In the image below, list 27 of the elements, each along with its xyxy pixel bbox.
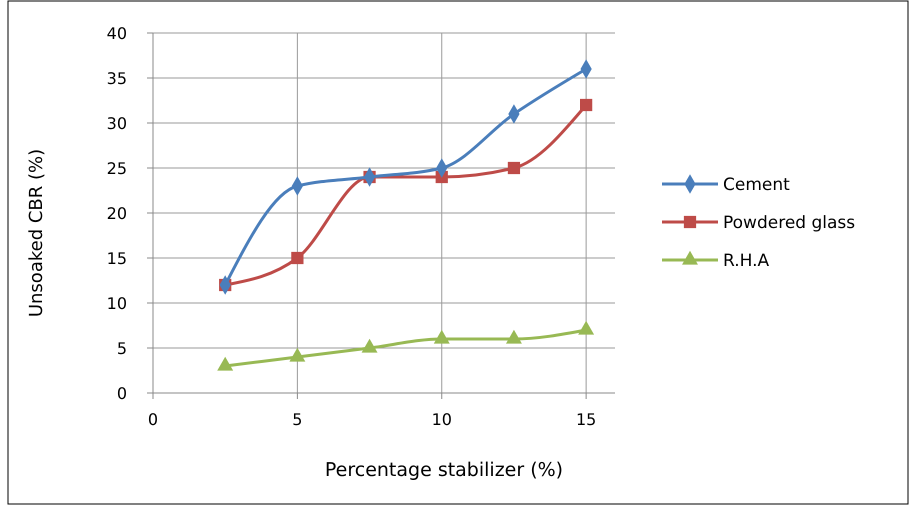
x-tick-label: 0 — [148, 410, 158, 429]
point — [291, 252, 304, 264]
point — [508, 162, 520, 174]
point — [434, 330, 450, 344]
y-tick-label: 25 — [106, 159, 127, 178]
point — [578, 320, 594, 335]
point — [217, 356, 234, 371]
legend-label: R.H.A — [723, 251, 770, 271]
y-tick-label: 0 — [116, 384, 127, 403]
point — [580, 98, 592, 112]
y-tick-label: 30 — [106, 114, 127, 133]
y-tick-label: 15 — [106, 249, 127, 268]
legend-label: Powdered glass — [723, 213, 856, 233]
x-tick-label: 10 — [432, 410, 452, 429]
y-tick-label: 10 — [106, 294, 127, 313]
x-tick-label: 5 — [292, 410, 302, 429]
point — [506, 330, 522, 344]
x-axis-title: Percentage stabilizer (%) — [324, 459, 564, 481]
y-tick-label: 5 — [116, 339, 127, 358]
y-tick-label: 20 — [106, 204, 127, 223]
y-axis-title: Unsoaked CBR (%) — [26, 148, 47, 318]
x-tick-label: 15 — [576, 410, 596, 429]
point — [362, 338, 378, 353]
y-tick-label: 35 — [106, 69, 127, 88]
y-tick-label: 40 — [106, 24, 127, 43]
legend-label: Cement — [723, 175, 790, 195]
point — [289, 348, 306, 362]
